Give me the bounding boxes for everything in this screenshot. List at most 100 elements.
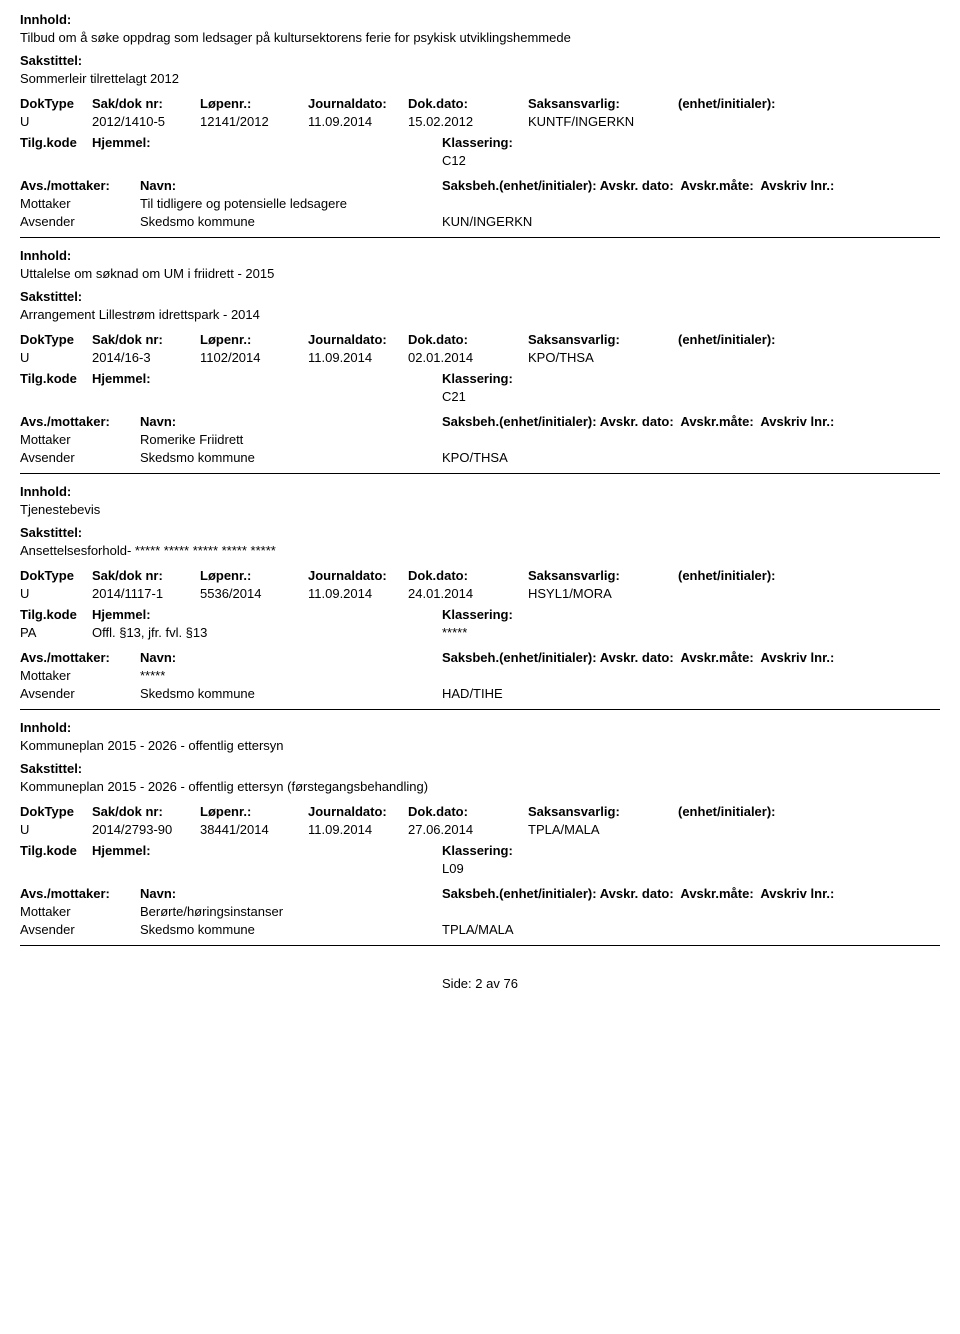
journaldato-value: 11.09.2014 xyxy=(308,350,408,365)
dokdato-value: 15.02.2012 xyxy=(408,114,528,129)
dokdato-value: 27.06.2014 xyxy=(408,822,528,837)
sakstittel-text: Ansettelsesforhold- ***** ***** ***** **… xyxy=(20,543,940,558)
saksbeh-value: HAD/TIHE xyxy=(442,686,940,701)
innhold-text: Uttalelse om søknad om UM i friidrett - … xyxy=(20,266,940,281)
journaldato-header: Journaldato: xyxy=(308,804,408,819)
record-divider xyxy=(20,709,940,710)
mottaker-row: Mottaker ***** xyxy=(20,668,940,683)
journaldato-header: Journaldato: xyxy=(308,568,408,583)
dokdato-header: Dok.dato: xyxy=(408,568,528,583)
footer-total: 76 xyxy=(504,976,518,991)
innhold-label: Innhold: xyxy=(20,248,71,263)
enhetinitialer-header: (enhet/initialer): xyxy=(678,96,798,111)
avsmottaker-header: Avs./mottaker: xyxy=(20,650,140,665)
dokdato-header: Dok.dato: xyxy=(408,332,528,347)
avsmottaker-header: Avs./mottaker: xyxy=(20,886,140,901)
enhetinitialer-header: (enhet/initialer): xyxy=(678,568,798,583)
saksansvarlig-value: KPO/THSA xyxy=(528,350,678,365)
lopenr-header: Løpenr.: xyxy=(200,568,308,583)
sakdoknr-header: Sak/dok nr: xyxy=(92,332,200,347)
mottaker-label: Mottaker xyxy=(20,904,140,919)
navn-header: Navn: xyxy=(140,178,442,193)
avsender-navn: Skedsmo kommune xyxy=(140,922,442,937)
record-divider xyxy=(20,237,940,238)
sakstittel-label: Sakstittel: xyxy=(20,53,82,68)
sakstittel-text: Sommerleir tilrettelagt 2012 xyxy=(20,71,940,86)
page-footer: Side: 2 av 76 xyxy=(20,976,940,991)
saksansvarlig-header: Saksansvarlig: xyxy=(528,332,678,347)
avsender-row: Avsender Skedsmo kommune HAD/TIHE xyxy=(20,686,940,701)
columns-data: U 2014/16-3 1102/2014 11.09.2014 02.01.2… xyxy=(20,350,940,365)
avs-header-row: Avs./mottaker: Navn: Saksbeh.(enhet/init… xyxy=(20,414,940,429)
tilg-header: Tilg.kode Hjemmel: Klassering: xyxy=(20,607,940,622)
tilgkode-value xyxy=(20,153,92,168)
journal-record: Innhold: Tilbud om å søke oppdrag som le… xyxy=(20,12,940,238)
sakstittel-label: Sakstittel: xyxy=(20,761,82,776)
sakstittel-text: Kommuneplan 2015 - 2026 - offentlig ette… xyxy=(20,779,940,794)
avsender-row: Avsender Skedsmo kommune KPO/THSA xyxy=(20,450,940,465)
doktype-value: U xyxy=(20,586,92,601)
saksansvarlig-header: Saksansvarlig: xyxy=(528,96,678,111)
avsender-row: Avsender Skedsmo kommune KUN/INGERKN xyxy=(20,214,940,229)
journal-record: Innhold: Tjenestebevis Sakstittel: Anset… xyxy=(20,484,940,710)
innhold-label: Innhold: xyxy=(20,484,71,499)
columns-header: DokType Sak/dok nr: Løpenr.: Journaldato… xyxy=(20,96,940,111)
mottaker-row: Mottaker Berørte/høringsinstanser xyxy=(20,904,940,919)
avsender-label: Avsender xyxy=(20,450,140,465)
innhold-label: Innhold: xyxy=(20,12,71,27)
mottaker-row: Mottaker Til tidligere og potensielle le… xyxy=(20,196,940,211)
avsender-navn: Skedsmo kommune xyxy=(140,450,442,465)
klassering-value: ***** xyxy=(442,625,864,640)
avsmottaker-header: Avs./mottaker: xyxy=(20,178,140,193)
sakdoknr-header: Sak/dok nr: xyxy=(92,568,200,583)
saksbeh-header: Saksbeh.(enhet/initialer): Avskr. dato: … xyxy=(442,178,940,193)
tilg-data: C21 xyxy=(20,389,940,404)
tilg-header: Tilg.kode Hjemmel: Klassering: xyxy=(20,843,940,858)
avsender-navn: Skedsmo kommune xyxy=(140,686,442,701)
doktype-header: DokType xyxy=(20,568,92,583)
hjemmel-value xyxy=(92,861,442,876)
hjemmel-header: Hjemmel: xyxy=(92,607,442,622)
avsmottaker-header: Avs./mottaker: xyxy=(20,414,140,429)
tilg-header: Tilg.kode Hjemmel: Klassering: xyxy=(20,371,940,386)
avs-header-row: Avs./mottaker: Navn: Saksbeh.(enhet/init… xyxy=(20,886,940,901)
saksbeh-value: KPO/THSA xyxy=(442,450,940,465)
columns-data: U 2014/2793-90 38441/2014 11.09.2014 27.… xyxy=(20,822,940,837)
mottaker-label: Mottaker xyxy=(20,432,140,447)
lopenr-value: 5536/2014 xyxy=(200,586,308,601)
sakdoknr-header: Sak/dok nr: xyxy=(92,804,200,819)
avs-header-row: Avs./mottaker: Navn: Saksbeh.(enhet/init… xyxy=(20,178,940,193)
lopenr-header: Løpenr.: xyxy=(200,804,308,819)
innhold-text: Tilbud om å søke oppdrag som ledsager på… xyxy=(20,30,940,45)
avsender-label: Avsender xyxy=(20,922,140,937)
saksbeh-header: Saksbeh.(enhet/initialer): Avskr. dato: … xyxy=(442,650,940,665)
sakdoknr-value: 2014/16-3 xyxy=(92,350,200,365)
saksbeh-value: TPLA/MALA xyxy=(442,922,940,937)
record-divider xyxy=(20,473,940,474)
journaldato-header: Journaldato: xyxy=(308,96,408,111)
columns-header: DokType Sak/dok nr: Løpenr.: Journaldato… xyxy=(20,332,940,347)
mottaker-label: Mottaker xyxy=(20,668,140,683)
sakstittel-label: Sakstittel: xyxy=(20,525,82,540)
tilgkode-header: Tilg.kode xyxy=(20,371,92,386)
klassering-header: Klassering: xyxy=(442,371,864,386)
klassering-value: C21 xyxy=(442,389,864,404)
innhold-text: Kommuneplan 2015 - 2026 - offentlig ette… xyxy=(20,738,940,753)
doktype-value: U xyxy=(20,822,92,837)
tilgkode-header: Tilg.kode xyxy=(20,607,92,622)
navn-header: Navn: xyxy=(140,650,442,665)
dokdato-value: 02.01.2014 xyxy=(408,350,528,365)
lopenr-header: Løpenr.: xyxy=(200,332,308,347)
tilg-header: Tilg.kode Hjemmel: Klassering: xyxy=(20,135,940,150)
dokdato-header: Dok.dato: xyxy=(408,96,528,111)
lopenr-value: 38441/2014 xyxy=(200,822,308,837)
klassering-header: Klassering: xyxy=(442,135,864,150)
mottaker-label: Mottaker xyxy=(20,196,140,211)
columns-header: DokType Sak/dok nr: Løpenr.: Journaldato… xyxy=(20,804,940,819)
tilg-data: PA Offl. §13, jfr. fvl. §13 ***** xyxy=(20,625,940,640)
klassering-value: C12 xyxy=(442,153,864,168)
doktype-value: U xyxy=(20,350,92,365)
sakstittel-text: Arrangement Lillestrøm idrettspark - 201… xyxy=(20,307,940,322)
footer-side-label: Side: xyxy=(442,976,472,991)
saksbeh-header: Saksbeh.(enhet/initialer): Avskr. dato: … xyxy=(442,886,940,901)
